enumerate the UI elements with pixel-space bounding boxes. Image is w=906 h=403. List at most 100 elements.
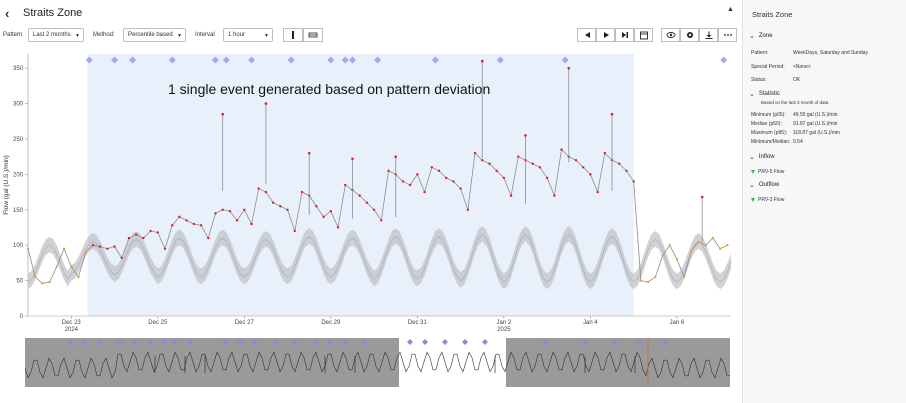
event-diamond [85, 56, 93, 64]
flow-point [77, 275, 80, 279]
flow-point [171, 224, 174, 227]
event-diamond [287, 56, 295, 64]
flow-point [459, 187, 462, 190]
zone-section-header[interactable]: ⌄ Zone [749, 32, 773, 40]
method-select-value: Percentile based [128, 32, 173, 38]
flow-point [91, 243, 95, 247]
event-diamond [111, 56, 119, 64]
navigator-svg [24, 338, 730, 387]
skip-end-icon [621, 32, 628, 38]
chevron-down-icon: ⌄ [749, 154, 755, 161]
navigator-diamond [422, 339, 428, 345]
flow-point [473, 151, 477, 155]
range-navigator[interactable] [24, 338, 730, 387]
x-tick-label: Jan 6 [670, 320, 685, 326]
zone-row-value: <None> [793, 64, 811, 70]
interval-select[interactable]: 1 hour ▼ [223, 28, 273, 42]
flow-point [646, 280, 650, 284]
flow-point [221, 208, 224, 211]
chevron-down-icon: ⌄ [749, 182, 755, 189]
spike-point [264, 102, 268, 105]
navigator-diamond [482, 339, 488, 345]
flow-point [509, 194, 513, 197]
collapse-caret-icon[interactable]: ▲ [727, 6, 734, 13]
more-icon [723, 34, 732, 36]
chart-annotation: 1 single event generated based on patter… [168, 81, 491, 97]
zone-heading: Zone [758, 33, 773, 39]
fit-icon [308, 32, 318, 38]
flow-point [41, 282, 44, 285]
navigator-diamond [327, 339, 333, 345]
pattern-select[interactable]: Last 2 months ▼ [28, 28, 84, 42]
flow-point [156, 231, 159, 234]
y-tick-label: 350 [13, 66, 24, 72]
flow-point [416, 173, 419, 176]
eye-button[interactable] [661, 28, 680, 42]
calendar-button[interactable] [634, 28, 653, 42]
flow-point [538, 166, 542, 169]
navigator-diamond [237, 339, 243, 345]
chevron-down-icon: ⌄ [749, 33, 755, 40]
flow-arrow-icon [751, 198, 755, 202]
inflow-item[interactable]: PRV-5 Flow [751, 169, 784, 175]
skip-end-button[interactable] [615, 28, 634, 42]
x-tick-label: Dec 27 [235, 320, 255, 326]
step-back-button[interactable] [577, 28, 596, 42]
zone-row-value: WeekDays, Saturday and Sunday [793, 50, 868, 56]
inflow-section-header[interactable]: ⌄ Inflow [749, 153, 775, 161]
navigator-diamond [272, 339, 278, 345]
flow-point [711, 236, 715, 240]
download-button[interactable] [699, 28, 718, 42]
flow-point [106, 247, 109, 250]
x-tick-label: Dec 23 [62, 320, 82, 326]
outflow-section-header[interactable]: ⌄ Outflow [749, 181, 779, 189]
flow-point [329, 210, 333, 213]
stat-row-label: Median (p50): [751, 121, 782, 127]
navigator-diamond [67, 339, 73, 345]
flow-point [243, 208, 246, 211]
navigator-diamond [312, 339, 318, 345]
flow-point [380, 219, 383, 222]
navigator-diamond [637, 339, 643, 345]
flow-point [178, 215, 181, 219]
navigator-series-line [24, 351, 730, 379]
flow-chart[interactable]: 0 50 100 150 200 250 300 350 Flow (gal (U.S.)/mi… [0, 46, 738, 336]
statistic-section-header[interactable]: ⌄ Statistic [749, 90, 780, 98]
flow-point [113, 245, 116, 248]
flow-point [423, 190, 426, 194]
flow-point [98, 245, 102, 248]
outflow-item[interactable]: PRV-3 Flow [751, 197, 784, 203]
flow-point [408, 183, 412, 187]
navigator-diamond [117, 339, 123, 345]
flow-point [358, 194, 361, 197]
flow-point [34, 275, 37, 279]
settings-button[interactable] [680, 28, 699, 42]
back-chevron-icon[interactable]: ‹ [5, 5, 10, 21]
navigator-diamond [582, 339, 588, 345]
flow-point [315, 205, 318, 208]
pattern-median-line [27, 234, 732, 283]
stat-row-label: Minimum (p05): [751, 112, 786, 118]
flow-point [142, 236, 145, 240]
navigator-diamond [462, 339, 468, 345]
navigator-shade-left [25, 338, 730, 387]
gear-icon [686, 32, 693, 38]
more-button[interactable] [718, 28, 737, 42]
flow-point [372, 208, 376, 211]
navigator-diamond [82, 339, 88, 345]
flow-point [466, 208, 470, 211]
navigator-diamond [362, 339, 368, 345]
stat-row-value: 49.55 gal (U.S.)/min [793, 112, 838, 118]
fit-icon-button[interactable] [303, 28, 323, 42]
flow-point [704, 243, 707, 247]
interval-select-value: 1 hour [228, 32, 246, 38]
zone-row-label: Special Period: [751, 64, 785, 70]
flow-point [322, 215, 325, 219]
event-diamond [248, 56, 256, 64]
flow-point [192, 222, 196, 226]
flow-point [163, 247, 167, 250]
method-select[interactable]: Percentile based ▼ [123, 28, 186, 42]
event-diamond [129, 56, 137, 64]
bar-icon-button[interactable] [283, 28, 303, 42]
play-button[interactable] [596, 28, 615, 42]
